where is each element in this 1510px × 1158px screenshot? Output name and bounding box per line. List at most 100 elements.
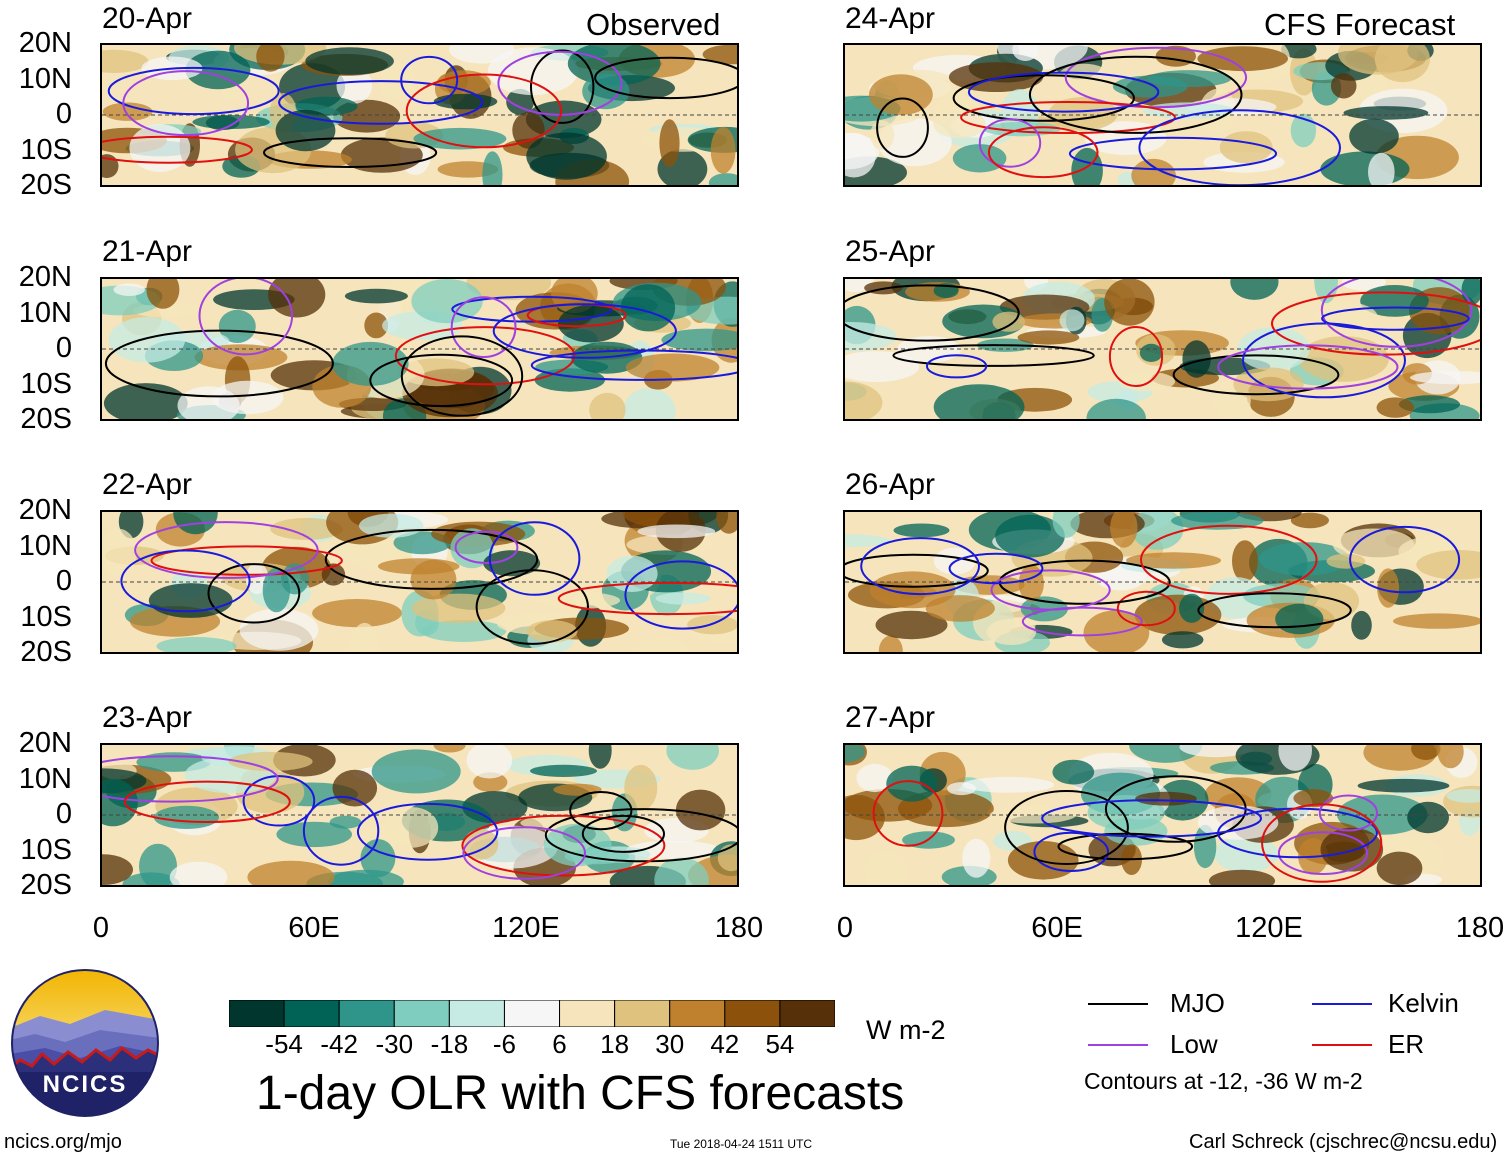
olr-anomaly-blob: [525, 100, 602, 139]
contour-line: [1116, 590, 1176, 627]
olr-anomaly-blob: [102, 854, 133, 885]
contour-line: [492, 303, 677, 359]
olr-anomaly-blob: [169, 861, 228, 885]
olr-anomaly-blob: [1179, 593, 1205, 623]
ncics-logo: NCICS: [10, 968, 160, 1118]
olr-anomaly-blob: [1052, 512, 1080, 538]
contour-line: [450, 296, 517, 358]
map-panel-24-apr: [843, 43, 1482, 187]
contour-line: [1321, 306, 1470, 331]
olr-anomaly-blob: [1326, 553, 1366, 569]
panel-date: 25-Apr: [845, 235, 936, 268]
olr-anomaly-blob: [466, 279, 552, 301]
olr-anomaly-blob: [185, 50, 251, 90]
contour-line: [530, 349, 737, 381]
olr-anomaly-blob: [1182, 340, 1211, 378]
colorbar-label: 42: [710, 1029, 740, 1059]
olr-anomaly-blob: [526, 620, 578, 643]
olr-anomaly-blob: [1290, 512, 1329, 529]
contour-line: [569, 791, 633, 831]
olr-anomaly-blob: [655, 592, 711, 605]
olr-anomaly-blob: [512, 112, 545, 149]
lat-label: 20N: [18, 494, 72, 526]
olr-anomaly-blob: [1437, 745, 1464, 769]
olr-anomaly-blob: [218, 309, 256, 343]
colorbar-label: -6: [492, 1029, 517, 1059]
legend-mjo-swatch: [1088, 1003, 1148, 1005]
olr-anomaly-blob: [437, 70, 491, 96]
map-panel-22-apr: [100, 510, 739, 654]
olr-anomaly-blob: [1110, 512, 1138, 548]
olr-anomaly-blob: [156, 637, 237, 652]
colorbar-swatch: [283, 999, 340, 1028]
lat-label: 20N: [18, 727, 72, 759]
olr-anomaly-blob: [1278, 745, 1312, 771]
olr-anomaly-blob: [411, 279, 483, 324]
contour-line: [405, 73, 563, 149]
olr-anomaly-blob: [305, 47, 394, 75]
contour-line: [1068, 136, 1278, 171]
olr-anomaly-blob: [659, 119, 680, 167]
olr-anomaly-blob: [433, 93, 498, 110]
olr-anomaly-blob: [1118, 371, 1176, 392]
olr-anomaly-blob: [1258, 542, 1350, 576]
lon-label: 0: [836, 912, 854, 944]
olr-anomaly-blob: [875, 610, 948, 640]
footer-url[interactable]: ncics.org/mjo: [4, 1131, 122, 1153]
panel-date: 20-Apr: [102, 2, 193, 35]
colorbar-label: -18: [430, 1029, 469, 1059]
olr-anomaly-blob: [856, 763, 894, 793]
contour-line: [263, 137, 438, 168]
colorbar-swatch: [448, 999, 505, 1028]
contour-line: [845, 284, 1020, 342]
olr-anomaly-blob: [177, 386, 240, 419]
contour-line: [1349, 525, 1461, 594]
olr-anomaly-blob: [845, 322, 897, 352]
olr-anomaly-blob: [332, 341, 409, 386]
olr-anomaly-blob: [962, 838, 991, 878]
contour-line: [1172, 354, 1340, 396]
olr-anomaly-blob: [108, 317, 186, 363]
olr-anomaly-blob: [710, 127, 736, 174]
olr-anomaly-blob: [1083, 610, 1150, 652]
olr-anomaly-blob: [1126, 552, 1221, 569]
lat-label: 10S: [20, 600, 72, 633]
olr-anomaly-blob: [102, 528, 137, 576]
olr-anomaly-blob: [526, 132, 607, 180]
contour-line: [107, 66, 280, 116]
lat-label: 0: [55, 798, 72, 830]
olr-anomaly-blob: [702, 45, 737, 65]
contour-line: [462, 826, 587, 880]
colorbar-swatch: [338, 999, 395, 1028]
contour-line: [461, 814, 666, 877]
olr-anomaly-blob: [385, 807, 439, 848]
contour-line: [872, 780, 944, 847]
contour-line: [102, 135, 253, 164]
map-panel-25-apr: [843, 277, 1482, 421]
olr-anomaly-blob: [192, 115, 270, 129]
lat-label: 20S: [20, 403, 72, 435]
panel-date: 24-Apr: [845, 2, 936, 35]
olr-anomaly-blob: [637, 524, 716, 539]
olr-anomaly-blob: [262, 567, 291, 613]
contour-line: [1108, 326, 1164, 387]
lon-label: 120E: [492, 912, 560, 944]
olr-anomaly-blob: [1349, 118, 1399, 154]
legend-kelvin-label: Kelvin: [1388, 988, 1459, 1018]
olr-anomaly-blob: [329, 815, 362, 829]
contour-line: [978, 118, 1042, 168]
olr-anomaly-blob: [1399, 395, 1460, 414]
colorbar-swatch: [503, 999, 561, 1028]
olr-anomaly-blob: [360, 839, 396, 878]
olr-anomaly-blob: [1330, 73, 1357, 99]
contour-line: [120, 549, 251, 613]
colorbar-units: W m-2: [866, 1015, 946, 1045]
olr-anomaly-blob: [1012, 45, 1039, 61]
olr-anomaly-blob: [992, 311, 1025, 332]
contour-line: [1057, 832, 1194, 861]
olr-anomaly-blob: [661, 328, 737, 352]
contour-line: [1318, 794, 1378, 832]
olr-anomaly-blob: [1377, 568, 1400, 608]
olr-anomaly-blob: [1393, 613, 1480, 629]
colorbar-label: -30: [375, 1029, 414, 1059]
